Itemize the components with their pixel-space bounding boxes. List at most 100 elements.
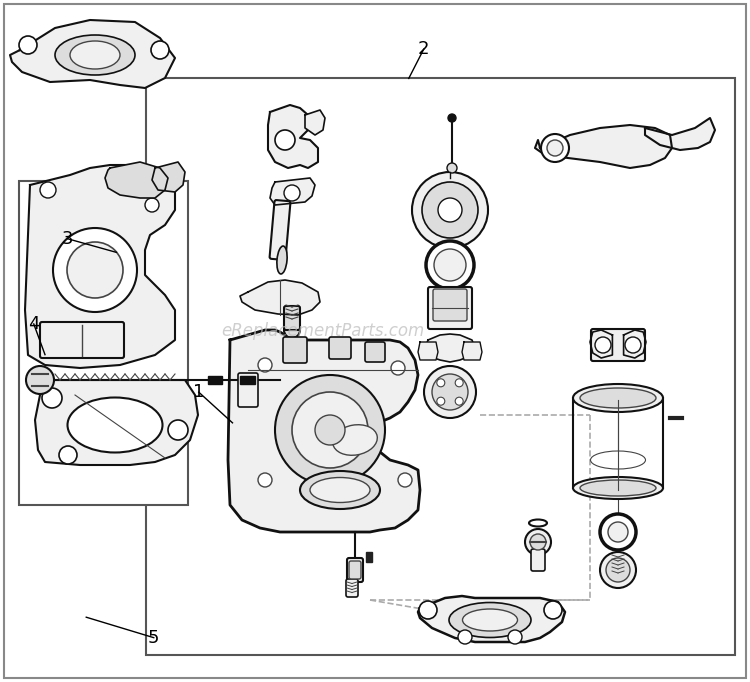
Circle shape bbox=[275, 130, 295, 150]
Circle shape bbox=[40, 182, 56, 198]
Circle shape bbox=[426, 241, 474, 289]
Circle shape bbox=[541, 134, 569, 162]
Circle shape bbox=[508, 630, 522, 644]
Circle shape bbox=[434, 249, 466, 281]
Polygon shape bbox=[590, 330, 613, 358]
FancyBboxPatch shape bbox=[329, 337, 351, 359]
Circle shape bbox=[412, 172, 488, 248]
Circle shape bbox=[424, 366, 476, 418]
Ellipse shape bbox=[463, 609, 518, 631]
Circle shape bbox=[547, 140, 563, 156]
Circle shape bbox=[284, 322, 300, 338]
Polygon shape bbox=[35, 380, 198, 465]
FancyBboxPatch shape bbox=[40, 322, 124, 358]
Text: 4: 4 bbox=[28, 315, 40, 333]
Polygon shape bbox=[462, 342, 482, 360]
FancyBboxPatch shape bbox=[531, 549, 545, 571]
Ellipse shape bbox=[590, 451, 646, 469]
Circle shape bbox=[315, 415, 345, 445]
Ellipse shape bbox=[580, 480, 656, 496]
Circle shape bbox=[432, 374, 468, 410]
Polygon shape bbox=[228, 330, 420, 532]
Ellipse shape bbox=[573, 384, 663, 412]
FancyBboxPatch shape bbox=[283, 337, 307, 363]
Circle shape bbox=[458, 630, 472, 644]
Ellipse shape bbox=[310, 477, 370, 503]
FancyBboxPatch shape bbox=[433, 289, 467, 321]
FancyBboxPatch shape bbox=[349, 561, 361, 579]
Circle shape bbox=[625, 337, 641, 353]
Circle shape bbox=[42, 388, 62, 408]
Circle shape bbox=[448, 114, 456, 122]
Polygon shape bbox=[152, 162, 185, 192]
Ellipse shape bbox=[573, 477, 663, 499]
FancyBboxPatch shape bbox=[591, 329, 645, 361]
Ellipse shape bbox=[55, 35, 135, 75]
Bar bbox=[146, 78, 735, 655]
Ellipse shape bbox=[449, 602, 531, 638]
Circle shape bbox=[59, 446, 77, 464]
Circle shape bbox=[608, 522, 628, 542]
Circle shape bbox=[438, 198, 462, 222]
Ellipse shape bbox=[529, 520, 547, 527]
Polygon shape bbox=[240, 280, 320, 315]
FancyBboxPatch shape bbox=[269, 200, 290, 260]
Polygon shape bbox=[418, 596, 565, 642]
Circle shape bbox=[447, 163, 457, 173]
Circle shape bbox=[600, 514, 636, 550]
Polygon shape bbox=[305, 110, 325, 135]
Polygon shape bbox=[240, 376, 255, 384]
Circle shape bbox=[419, 601, 437, 619]
Text: 2: 2 bbox=[418, 40, 430, 58]
Circle shape bbox=[53, 228, 137, 312]
Circle shape bbox=[26, 366, 54, 394]
Bar bbox=[19, 181, 188, 505]
Circle shape bbox=[258, 358, 272, 372]
Circle shape bbox=[422, 182, 478, 238]
FancyBboxPatch shape bbox=[346, 579, 358, 597]
Circle shape bbox=[391, 361, 405, 375]
Circle shape bbox=[398, 473, 412, 487]
Circle shape bbox=[145, 198, 159, 212]
Polygon shape bbox=[268, 105, 318, 168]
Circle shape bbox=[606, 558, 630, 582]
Circle shape bbox=[455, 397, 464, 405]
Polygon shape bbox=[366, 552, 372, 562]
Polygon shape bbox=[623, 330, 646, 358]
Polygon shape bbox=[25, 165, 175, 368]
FancyBboxPatch shape bbox=[347, 558, 363, 582]
Circle shape bbox=[67, 242, 123, 298]
Circle shape bbox=[19, 36, 37, 54]
Circle shape bbox=[258, 473, 272, 487]
Text: eReplacementParts.com: eReplacementParts.com bbox=[220, 322, 424, 340]
FancyBboxPatch shape bbox=[238, 373, 258, 407]
Circle shape bbox=[436, 397, 445, 405]
Circle shape bbox=[530, 534, 546, 550]
Circle shape bbox=[595, 337, 611, 353]
Circle shape bbox=[544, 601, 562, 619]
Circle shape bbox=[275, 375, 385, 485]
Circle shape bbox=[151, 41, 169, 59]
Polygon shape bbox=[208, 376, 222, 384]
Circle shape bbox=[436, 379, 445, 387]
FancyBboxPatch shape bbox=[365, 342, 385, 362]
FancyBboxPatch shape bbox=[284, 306, 300, 330]
Ellipse shape bbox=[70, 41, 120, 69]
Text: 1: 1 bbox=[193, 383, 205, 401]
Text: 3: 3 bbox=[62, 230, 74, 248]
Polygon shape bbox=[270, 178, 315, 205]
Circle shape bbox=[455, 379, 464, 387]
Polygon shape bbox=[10, 20, 175, 88]
Circle shape bbox=[525, 529, 551, 555]
Circle shape bbox=[284, 185, 300, 201]
Text: 5: 5 bbox=[148, 629, 160, 647]
Ellipse shape bbox=[68, 398, 163, 452]
Ellipse shape bbox=[300, 471, 380, 509]
Ellipse shape bbox=[277, 246, 287, 274]
Circle shape bbox=[168, 420, 188, 440]
FancyBboxPatch shape bbox=[428, 287, 472, 329]
Polygon shape bbox=[418, 342, 438, 360]
Ellipse shape bbox=[333, 425, 377, 456]
Polygon shape bbox=[105, 162, 168, 198]
Polygon shape bbox=[535, 125, 672, 168]
